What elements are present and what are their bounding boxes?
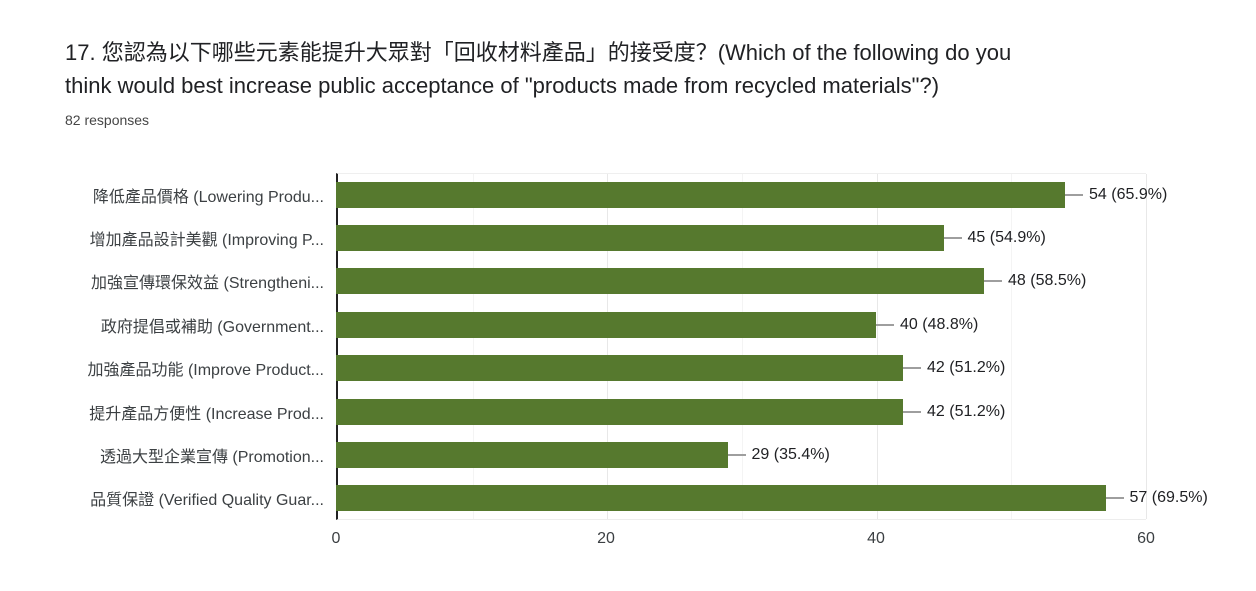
bar-category-label: 加強產品功能 (Improve Product... [87, 362, 325, 380]
bar-category-label: 加強宣傳環保效益 (Strengtheni... [91, 275, 324, 293]
chart-row: 政府提倡或補助 (Government... 40 (48.8%) [0, 303, 1256, 346]
question-title-line2: think would best increase public accepta… [65, 73, 940, 98]
bar [336, 485, 1106, 512]
chart-row: 增加產品設計美觀 (Improving P... 45 (54.9%) [0, 216, 1256, 259]
bar [336, 398, 903, 425]
x-tick-label: 40 [867, 530, 885, 548]
bar-category-label: 政府提倡或補助 (Government... [100, 318, 324, 336]
bar-area: 48 (58.5%) [336, 260, 1256, 303]
leader-line [943, 237, 962, 240]
chart-row: 品質保證 (Verified Quality Guar... 57 (69.5%… [0, 477, 1256, 520]
chart-row: 降低產品價格 (Lowering Produ... 54 (65.9%) [0, 173, 1256, 216]
response-count: 82 responses [65, 112, 150, 128]
leader-line [727, 454, 746, 457]
bar-area: 29 (35.4%) [336, 433, 1256, 476]
bar [336, 181, 1065, 208]
leader-line [984, 280, 1002, 283]
leader-line [1065, 193, 1083, 196]
bar [336, 225, 944, 252]
bar-area: 42 (51.2%) [336, 390, 1256, 433]
bar-area: 42 (51.2%) [336, 347, 1256, 390]
bar-value-label: 48 (58.5%) [1008, 272, 1087, 290]
bar-value-label: 40 (48.8%) [900, 315, 979, 333]
bar-area: 40 (48.8%) [336, 303, 1256, 346]
minor-gridline [742, 174, 743, 520]
bar-category-label: 降低產品價格 (Lowering Produ... [92, 188, 324, 206]
chart-rows: 降低產品價格 (Lowering Produ... 54 (65.9%) 增加產… [0, 173, 1256, 521]
bar-value-label: 54 (65.9%) [1089, 185, 1168, 203]
bar-area: 54 (65.9%) [336, 173, 1256, 216]
bar-value-label: 29 (35.4%) [751, 446, 830, 464]
chart-row: 提升產品方便性 (Increase Prod... 42 (51.2%) [0, 390, 1256, 433]
bar-area: 57 (69.5%) [336, 477, 1256, 520]
leader-line [903, 410, 921, 413]
x-tick-label: 20 [597, 530, 615, 548]
bar-category-label: 增加產品設計美觀 (Improving P... [89, 232, 324, 250]
chart-row: 透過大型企業宣傳 (Promotion... 29 (35.4%) [0, 433, 1256, 476]
plot-area [336, 173, 1147, 521]
x-tick-label: 60 [1137, 530, 1155, 548]
chart-row: 加強宣傳環保效益 (Strengtheni... 48 (58.5%) [0, 260, 1256, 303]
leader-line [1105, 497, 1124, 500]
bar-category-label: 提升產品方便性 (Increase Prod... [89, 405, 324, 423]
bar-area: 45 (54.9%) [336, 216, 1256, 259]
x-axis: 0 20 40 60 [332, 520, 1155, 556]
bar [336, 355, 903, 382]
bar-value-label: 42 (51.2%) [927, 359, 1006, 377]
minor-gridline [1011, 174, 1013, 520]
question-title: 17. 您認為以下哪些元素能提升大眾對「回收材料產品」的接受度？(Which o… [65, 36, 1232, 102]
bar-value-label: 42 (51.2%) [927, 402, 1006, 420]
major-gridline [607, 174, 609, 520]
bar [336, 442, 728, 469]
bar [336, 311, 876, 338]
bar-value-label: 57 (69.5%) [1129, 489, 1208, 507]
x-tick-label: 0 [331, 530, 341, 548]
chart-row: 加強產品功能 (Improve Product... 42 (51.2%) [0, 347, 1256, 390]
major-gridline [1146, 174, 1147, 520]
bar-chart: 降低產品價格 (Lowering Produ... 54 (65.9%) 增加產… [0, 173, 1256, 556]
leader-line [903, 367, 921, 370]
question-title-line1: 17. 您認為以下哪些元素能提升大眾對「回收材料產品」的接受度？(Which o… [65, 40, 1012, 65]
bar-category-label: 透過大型企業宣傳 (Promotion... [99, 449, 324, 467]
question-header: 17. 您認為以下哪些元素能提升大眾對「回收材料產品」的接受度？(Which o… [0, 0, 1256, 128]
minor-gridline [472, 174, 474, 520]
bar-value-label: 45 (54.9%) [967, 229, 1046, 247]
leader-line [876, 323, 894, 326]
major-gridline [876, 174, 878, 520]
bar [336, 268, 984, 295]
bar-category-label: 品質保證 (Verified Quality Guar... [90, 492, 324, 510]
